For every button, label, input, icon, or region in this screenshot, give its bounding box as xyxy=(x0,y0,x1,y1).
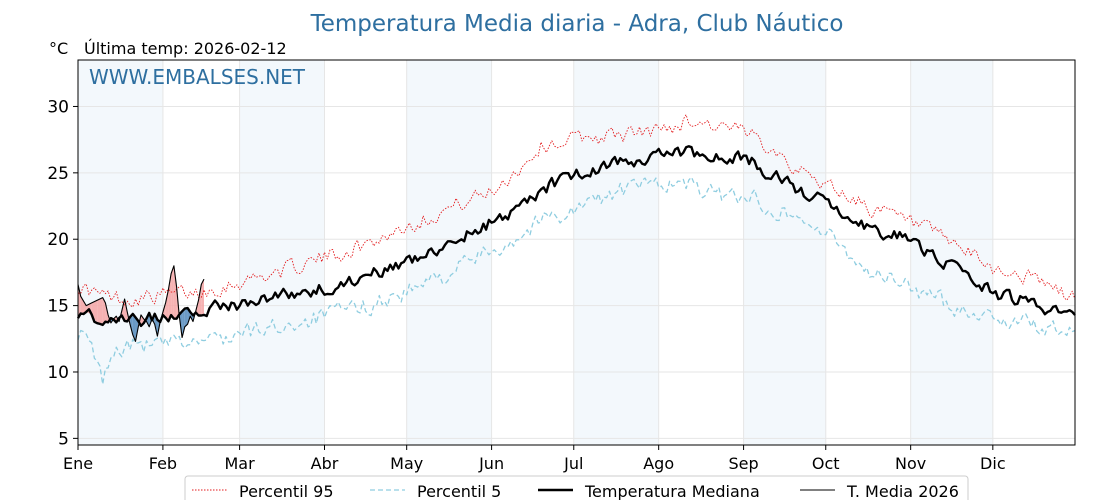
x-tick-label-Sep: Sep xyxy=(729,454,759,473)
fill-above-median xyxy=(165,289,169,322)
x-tick-label-May: May xyxy=(390,454,423,473)
legend: Percentil 95 Percentil 5 Temperatura Media… xyxy=(184,475,969,500)
fill-above-median xyxy=(91,300,98,324)
fill-below-median xyxy=(130,313,133,335)
month-bands xyxy=(78,60,993,445)
y-tick-label: 10 xyxy=(47,363,69,383)
month-band-May xyxy=(406,60,492,445)
month-band-Ene xyxy=(78,60,163,445)
x-tick-label-Ene: Ene xyxy=(63,454,93,473)
x-tick-label-Feb: Feb xyxy=(149,454,177,473)
y-axis-ticks: 5 10 15 20 25 30 xyxy=(47,97,78,449)
month-band-Mar xyxy=(239,60,325,445)
y-tick-label: 20 xyxy=(47,230,69,250)
y-tick-label: 5 xyxy=(58,429,69,449)
legend-box xyxy=(184,475,969,500)
fill-above-median xyxy=(102,297,106,325)
fill-above-median xyxy=(171,265,174,319)
last-temp-label: Última temp: 2026-02-12 xyxy=(84,39,287,58)
y-tick-label: 25 xyxy=(47,164,69,184)
legend-label: Percentil 95 xyxy=(239,482,334,500)
watermark: WWW.EMBALSES.NET xyxy=(89,65,306,89)
fill-above-median xyxy=(198,284,202,316)
month-band-Jul xyxy=(573,60,659,445)
x-tick-label-Dic: Dic xyxy=(980,454,1006,473)
series-lines xyxy=(76,114,1076,385)
fill-below-median xyxy=(184,308,188,327)
series-line-temperatura-mediana xyxy=(76,145,1076,328)
month-band-Nov xyxy=(910,60,993,445)
x-tick-label-Oct: Oct xyxy=(812,454,840,473)
series-line-t-media-2026 xyxy=(77,265,205,342)
chart-title: Temperatura Media diaria - Adra, Club Ná… xyxy=(310,11,844,37)
legend-label: T. Media 2026 xyxy=(846,482,959,500)
fill-above-median xyxy=(97,297,103,325)
fill-below-median xyxy=(132,313,136,342)
legend-label: Percentil 5 xyxy=(417,482,501,500)
x-tick-label-Nov: Nov xyxy=(895,454,926,473)
fill-below-median xyxy=(182,308,185,338)
fill-above-median xyxy=(173,265,177,319)
fill-above-median xyxy=(168,273,172,322)
y-tick-label: 15 xyxy=(47,297,69,317)
plot-frame xyxy=(77,59,1076,446)
series-line-percentil-5 xyxy=(77,176,1076,385)
y-unit-label: °C xyxy=(49,39,68,58)
x-tick-label-Abr: Abr xyxy=(311,454,339,473)
y-tick-label: 30 xyxy=(47,97,69,117)
grid-lines xyxy=(77,60,1075,445)
x-tick-label-Mar: Mar xyxy=(225,454,256,473)
x-tick-label-Jul: Jul xyxy=(563,454,583,473)
fill-above-median xyxy=(201,279,204,316)
month-band-Sep xyxy=(743,60,826,445)
fill-above-median xyxy=(80,296,87,314)
anomaly-fills xyxy=(78,265,204,342)
x-tick-label-Ago: Ago xyxy=(643,454,674,473)
x-tick-label-Jun: Jun xyxy=(478,454,504,473)
x-axis-ticks: Ene Feb Mar Abr May Jun Jul Ago Sep Oct Nov Dic xyxy=(63,445,1006,473)
legend-label: Temperatura Mediana xyxy=(584,482,760,500)
